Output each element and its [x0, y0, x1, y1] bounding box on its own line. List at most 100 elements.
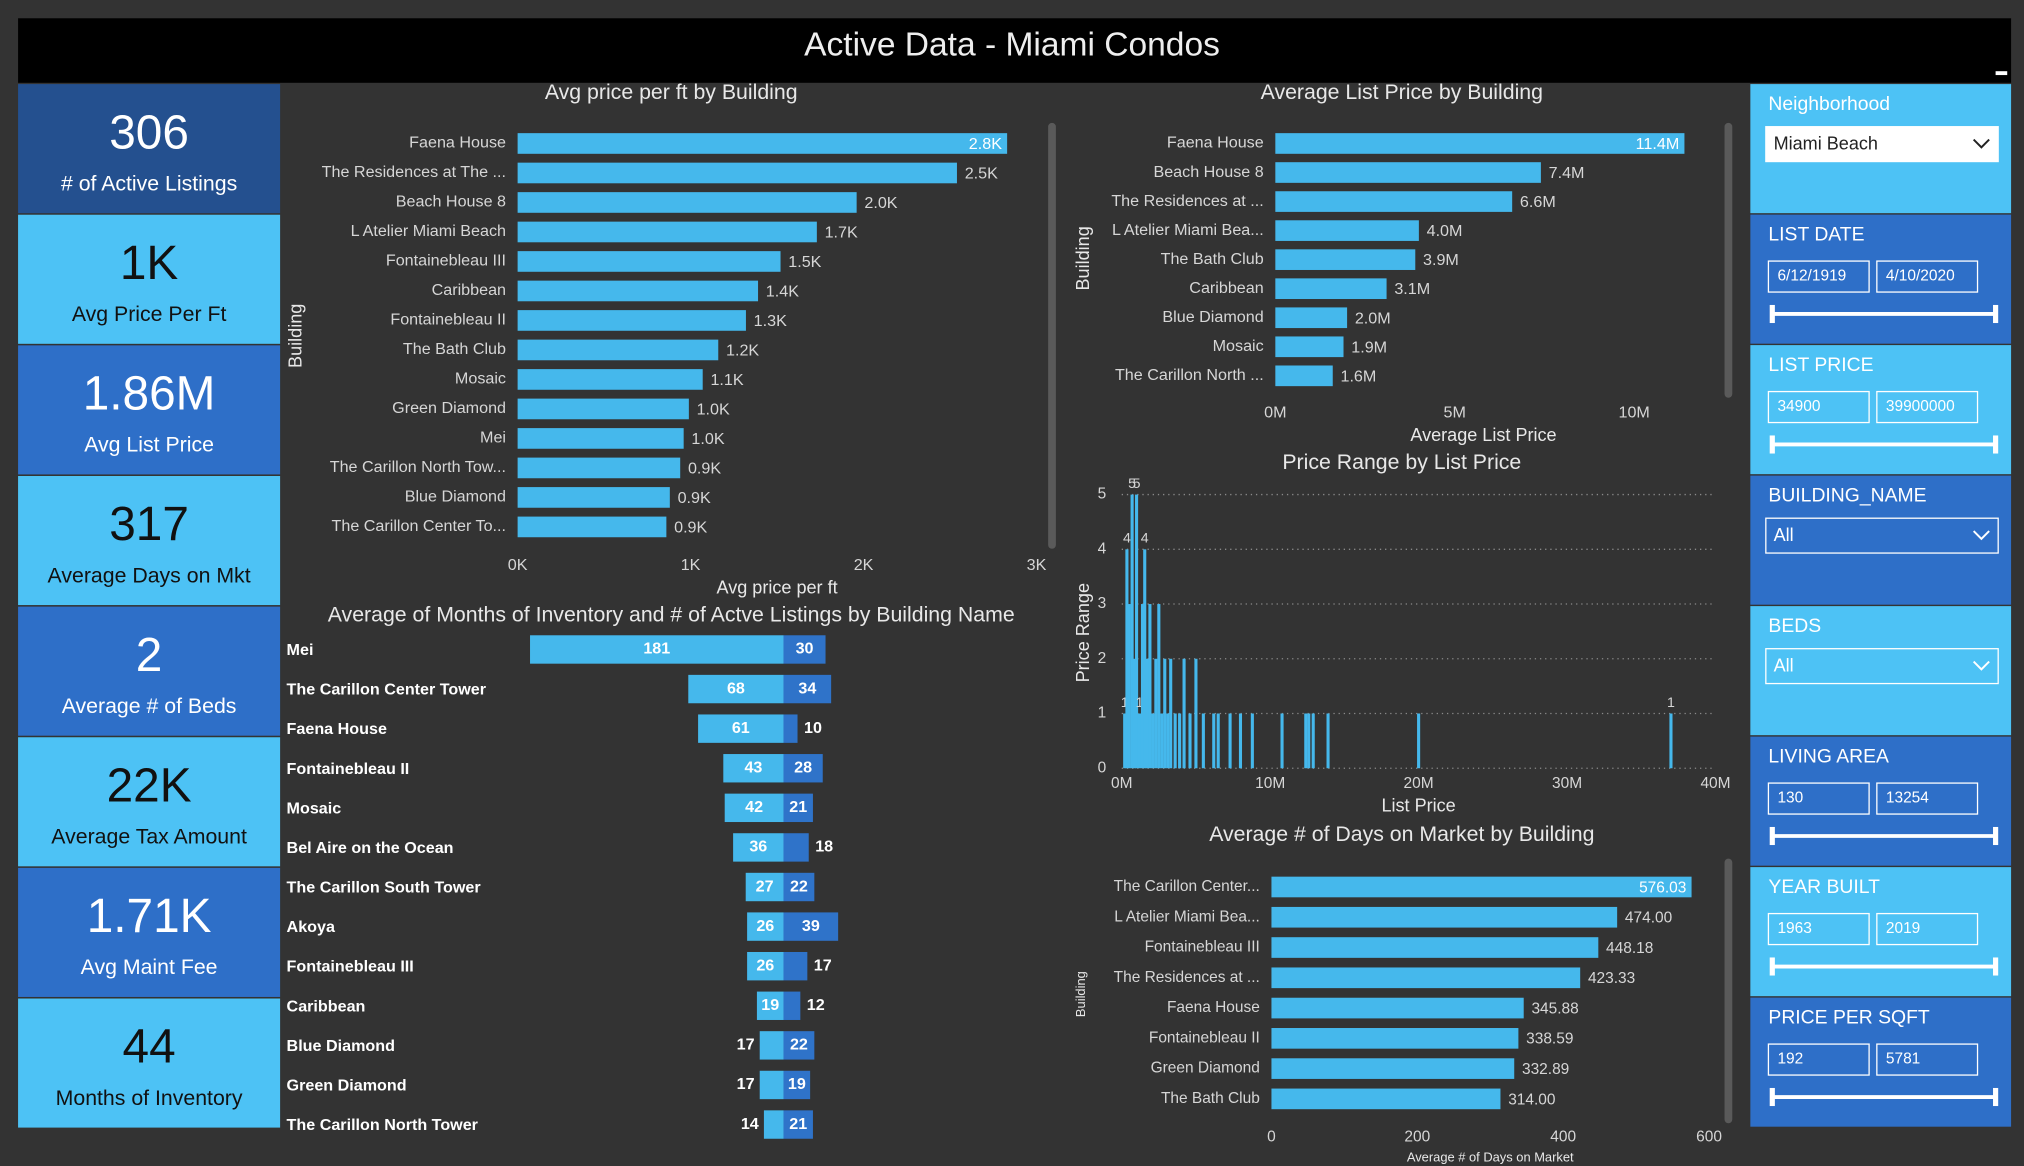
scrollbar[interactable] [1048, 122, 1056, 549]
dropdown[interactable] [1765, 648, 1999, 685]
range-to: 4/10/2020 [1886, 268, 1955, 285]
kpi-card [18, 475, 281, 606]
bar [783, 833, 809, 862]
data-label: 28 [794, 759, 812, 777]
data-label: 1 [1667, 695, 1675, 711]
bar [1163, 658, 1167, 769]
bar [1275, 365, 1333, 387]
bar [517, 133, 1008, 154]
x-tick-label: 0M [1264, 404, 1286, 422]
category-label: Fontainebleau II [287, 760, 410, 778]
bar [688, 674, 784, 704]
data-label: 43 [744, 759, 762, 777]
bar [517, 280, 759, 302]
chart-title: Price Range by List Price [1282, 450, 1521, 474]
chevron [1972, 660, 1990, 671]
data-label: 36 [749, 838, 767, 856]
bar [1275, 133, 1685, 154]
data-label: 448.18 [1606, 940, 1653, 957]
category-label: Fontainebleau III [287, 958, 414, 976]
chart-title: Avg price per ft by Building [545, 80, 798, 104]
category-label: The Carillon North ... [1115, 366, 1264, 384]
slider-handle[interactable] [1769, 826, 1775, 846]
kpi-value: 2 [136, 629, 163, 682]
category-label: Fontainebleau III [1145, 939, 1260, 956]
kpi-card [18, 84, 281, 214]
range-input[interactable] [1876, 390, 1979, 424]
range-input[interactable] [1767, 782, 1870, 815]
data-label: 19 [788, 1075, 806, 1093]
data-label: 22 [790, 877, 808, 895]
category-label: The Bath Club [403, 340, 506, 358]
dropdown[interactable] [1765, 126, 1999, 163]
range-input[interactable] [1767, 912, 1870, 946]
range-input[interactable] [1767, 1043, 1870, 1076]
category-label: Faena House [409, 134, 506, 152]
slider-handle[interactable] [1993, 304, 1999, 324]
data-label: 474.00 [1625, 910, 1672, 927]
x-tick-label: 10M [1255, 775, 1285, 792]
bar [783, 635, 826, 664]
filter-panel [1750, 997, 2012, 1127]
bar [759, 1070, 784, 1100]
bar [1271, 876, 1692, 898]
bar [698, 714, 784, 743]
category-label: Caribbean [432, 281, 506, 299]
x-tick-label: 20M [1404, 775, 1434, 792]
data-label: 1.9M [1351, 338, 1387, 356]
bar [1275, 278, 1387, 300]
filter-panel [1750, 736, 2012, 866]
data-label: 17 [814, 956, 832, 974]
bar [783, 793, 813, 823]
bar [1148, 604, 1152, 769]
filter-panel [1750, 867, 2012, 997]
slider-handle[interactable] [1993, 1087, 1999, 1107]
range-input[interactable] [1876, 782, 1979, 815]
bar [1194, 658, 1198, 769]
x-tick-label: 200 [1404, 1128, 1430, 1145]
slider-handle[interactable] [1769, 304, 1775, 324]
bar [530, 635, 784, 664]
category-label: The Carillon North Tower [287, 1116, 479, 1134]
bar [1166, 713, 1170, 769]
bar [747, 912, 784, 941]
slider-handle[interactable] [1993, 957, 1999, 976]
kpi-value: 44 [123, 1021, 176, 1074]
range-input[interactable] [1767, 390, 1870, 424]
x-tick-label: 400 [1550, 1128, 1576, 1145]
bar [517, 339, 719, 361]
kpi-label: Avg Price Per Ft [72, 302, 227, 326]
bar [1250, 713, 1254, 769]
bar [723, 754, 784, 783]
bar [517, 251, 781, 272]
bar [1125, 549, 1129, 769]
range-input[interactable] [1876, 1043, 1979, 1076]
slider-handle[interactable] [1769, 1087, 1775, 1107]
kpi-card [18, 867, 281, 997]
dropdown[interactable] [1765, 517, 1999, 554]
scrollbar[interactable] [1724, 858, 1733, 1124]
bar [759, 1031, 784, 1060]
slider-handle[interactable] [1993, 826, 1999, 846]
chevron [1972, 530, 1990, 541]
range-input[interactable] [1767, 260, 1870, 293]
x-tick-label: 5M [1444, 404, 1466, 422]
kpi-value: 317 [109, 498, 189, 551]
data-label: 1 [1136, 695, 1144, 711]
range-input[interactable] [1876, 912, 1979, 946]
slider-handle[interactable] [1769, 957, 1775, 976]
range-from: 1963 [1777, 920, 1811, 937]
bar [1311, 713, 1315, 769]
kpi-card [18, 345, 281, 475]
slider-handle[interactable] [1993, 435, 1999, 454]
slider-handle[interactable] [1769, 435, 1775, 454]
range-input[interactable] [1876, 260, 1979, 293]
bar [517, 192, 857, 213]
bar [1417, 713, 1421, 769]
data-label: 21 [789, 1115, 807, 1133]
bar [1275, 249, 1416, 270]
category-label: Beach House 8 [396, 193, 506, 211]
scrollbar[interactable] [1724, 122, 1733, 398]
